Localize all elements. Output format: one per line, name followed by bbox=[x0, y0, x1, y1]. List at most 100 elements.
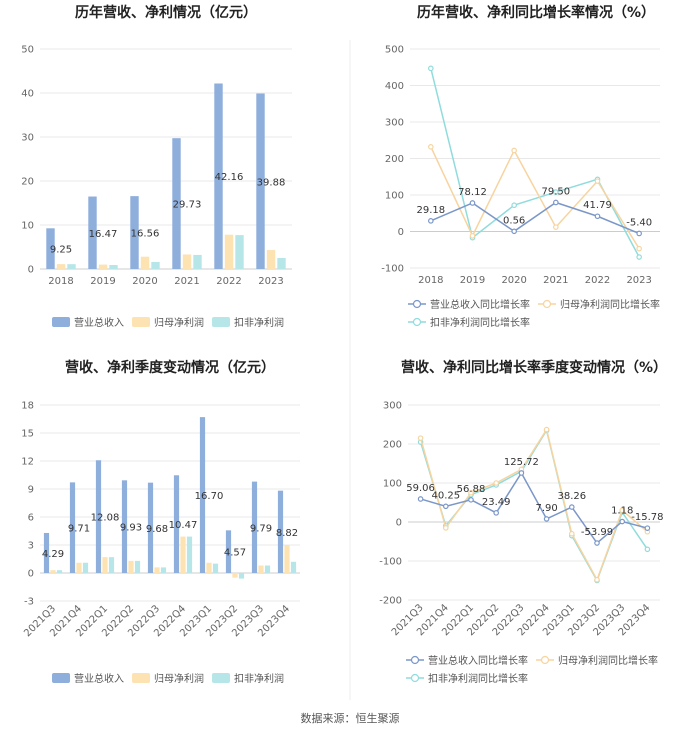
series-point bbox=[511, 202, 517, 209]
bar-net-profit bbox=[128, 560, 134, 573]
legend-marker bbox=[410, 673, 420, 683]
legend-label: 营业总收入同比增长率 bbox=[430, 298, 530, 311]
series-point bbox=[619, 518, 626, 525]
bar-revenue bbox=[121, 480, 128, 573]
y-tick-label: 0 bbox=[396, 518, 402, 529]
data-label: 16.47 bbox=[89, 229, 118, 240]
bar-deducted-profit bbox=[238, 573, 245, 579]
bar-net-profit bbox=[76, 562, 82, 573]
chart-title-4: 营收、净利同比增长率季度变动情况（%） bbox=[401, 359, 667, 376]
series-point bbox=[594, 576, 600, 583]
series-point bbox=[428, 65, 434, 72]
legend-swatch bbox=[132, 317, 150, 327]
y-tick-label: 6 bbox=[28, 513, 34, 524]
y-tick-label: 50 bbox=[21, 45, 34, 56]
data-label: -53.99 bbox=[581, 527, 613, 538]
bar-deducted-profit bbox=[160, 567, 167, 573]
bar-deducted-profit bbox=[109, 265, 118, 269]
y-tick-label: 0 bbox=[28, 569, 34, 580]
legend-label: 扣非净利润 bbox=[234, 672, 284, 685]
data-label: 9.93 bbox=[120, 523, 142, 534]
bar-deducted-profit bbox=[264, 565, 271, 573]
x-tick-label: 2019 bbox=[460, 275, 485, 286]
bar-revenue bbox=[199, 417, 206, 573]
series-point bbox=[518, 470, 525, 476]
x-tick-label: 2023 bbox=[626, 275, 651, 286]
bar-revenue bbox=[214, 83, 223, 269]
y-tick-label: -100 bbox=[379, 557, 402, 568]
series-point bbox=[594, 178, 601, 184]
bar-deducted-profit bbox=[186, 536, 193, 573]
x-tick-label: 2021 bbox=[174, 276, 199, 287]
series-point bbox=[636, 230, 642, 237]
chart-title-2: 历年营收、净利同比增长率情况（%） bbox=[417, 4, 655, 21]
y-tick-label: 100 bbox=[383, 479, 402, 490]
data-label: 0.56 bbox=[503, 215, 525, 226]
legend-label: 扣非净利润同比增长率 bbox=[430, 316, 530, 329]
y-tick-label: 15 bbox=[21, 429, 34, 440]
data-label: 10.47 bbox=[169, 520, 198, 531]
data-label: 125.72 bbox=[504, 457, 539, 468]
data-label: 79.50 bbox=[542, 186, 571, 197]
data-label: 40.25 bbox=[431, 490, 460, 501]
data-label: 7.90 bbox=[535, 503, 557, 514]
series-point bbox=[428, 218, 434, 224]
data-label: 9.71 bbox=[68, 524, 90, 535]
legend-swatch bbox=[52, 673, 70, 683]
data-label: -15.78 bbox=[631, 512, 663, 523]
legend-swatch bbox=[52, 317, 70, 327]
data-label: 12.08 bbox=[91, 513, 120, 524]
data-label: 42.16 bbox=[215, 172, 244, 183]
bar-revenue bbox=[130, 196, 139, 269]
series-point bbox=[468, 489, 474, 496]
series-point bbox=[428, 144, 434, 150]
bar-revenue bbox=[88, 196, 97, 269]
y-tick-label: 400 bbox=[385, 81, 404, 92]
x-tick-label: 2022 bbox=[585, 275, 610, 286]
bar-net-profit bbox=[284, 545, 290, 573]
series-point bbox=[543, 426, 550, 433]
bar-net-profit bbox=[266, 250, 276, 269]
data-label: 29.73 bbox=[173, 200, 202, 211]
y-tick-label: -3 bbox=[24, 597, 34, 608]
series-point bbox=[469, 233, 476, 239]
bar-deducted-profit bbox=[134, 560, 141, 573]
bar-deducted-profit bbox=[56, 570, 63, 573]
series-point bbox=[543, 516, 550, 522]
series-point bbox=[493, 510, 500, 516]
y-tick-label: 100 bbox=[385, 191, 404, 202]
series-line-1 bbox=[420, 471, 648, 545]
series-point bbox=[417, 435, 424, 441]
bar-revenue bbox=[95, 460, 102, 573]
y-tick-label: 200 bbox=[385, 154, 404, 165]
y-tick-label: 3 bbox=[28, 541, 34, 552]
bar-deducted-profit bbox=[277, 258, 286, 269]
bar-revenue bbox=[225, 530, 232, 573]
bar-revenue bbox=[256, 93, 265, 269]
series-point bbox=[568, 530, 575, 537]
x-tick-label: 2021 bbox=[543, 275, 568, 286]
bar-revenue bbox=[173, 475, 180, 573]
series-point bbox=[511, 228, 517, 235]
x-tick-label: 2020 bbox=[132, 276, 157, 287]
series-point bbox=[644, 546, 651, 553]
legend-label: 营业总收入 bbox=[74, 316, 124, 329]
y-tick-label: 200 bbox=[383, 440, 402, 451]
bar-deducted-profit bbox=[193, 254, 202, 269]
bar-net-profit bbox=[258, 565, 264, 573]
series-line-2 bbox=[419, 427, 648, 582]
series-point bbox=[469, 200, 476, 206]
y-tick-label: 500 bbox=[385, 45, 404, 56]
data-label: -5.40 bbox=[626, 217, 652, 228]
bar-net-profit bbox=[206, 562, 212, 573]
x-tick-label: 2018 bbox=[418, 275, 443, 286]
legend-label: 扣非净利润同比增长率 bbox=[428, 672, 528, 685]
y-tick-label: 18 bbox=[21, 401, 34, 412]
legend-marker bbox=[540, 655, 550, 665]
y-tick-label: 0 bbox=[28, 265, 34, 276]
legend-marker bbox=[412, 317, 422, 327]
y-tick-label: 20 bbox=[21, 177, 34, 188]
data-label: 59.06 bbox=[406, 483, 435, 494]
bar-net-profit bbox=[180, 536, 186, 573]
